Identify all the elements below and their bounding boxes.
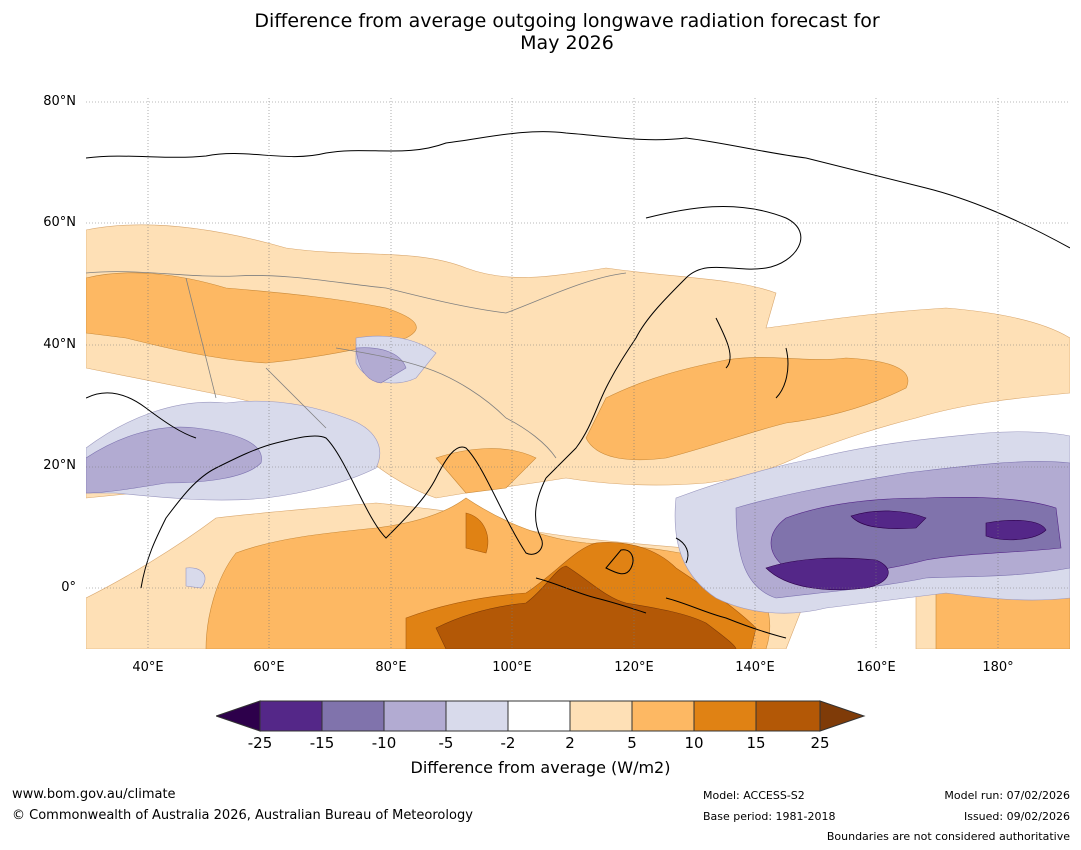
lat-label-40n: 40°N (43, 337, 76, 352)
anomaly-15-25 (435, 565, 737, 649)
lon-label-40e: 40°E (132, 660, 164, 675)
lon-label-120e: 120°E (614, 660, 654, 675)
coastlines (86, 131, 1070, 639)
colorbar-bin-1 (259, 700, 323, 732)
lat-label-0: 0° (61, 580, 76, 595)
graticule (86, 98, 1070, 649)
colorbar-tick-minus2: -2 (500, 734, 516, 752)
lon-label-160e: 160°E (856, 660, 896, 675)
colorbar-tick-minus10: -10 (371, 734, 397, 752)
map-panel[interactable] (86, 98, 1070, 649)
lon-label-180: 180° (982, 660, 1014, 675)
colorbar-label: Difference from average (W/m2) (410, 758, 671, 777)
title-line-1: Difference from average outgoing longwav… (254, 10, 880, 32)
title-line-2: May 2026 (520, 32, 614, 54)
colorbar-tick-5: 5 (627, 734, 637, 752)
issued-date: Issued: 09/02/2026 (963, 810, 1070, 823)
model-run-date: Model run: 07/02/2026 (944, 789, 1070, 802)
anomaly-map (86, 98, 1070, 649)
colorbar-tick-minus5: -5 (438, 734, 454, 752)
base-period: Base period: 1981-2018 (703, 810, 836, 823)
lon-label-60e: 60°E (253, 660, 285, 675)
lon-label-80e: 80°E (375, 660, 407, 675)
colorbar-tick-15: 15 (746, 734, 766, 752)
boundaries-disclaimer: Boundaries are not considered authoritat… (826, 830, 1070, 843)
lat-label-20n: 20°N (43, 458, 76, 473)
website-link[interactable]: www.bom.gov.au/climate (12, 787, 176, 802)
colorbar-bin-3 (383, 700, 447, 732)
colorbar-tick-10: 10 (684, 734, 704, 752)
anomaly-minus25-minus15 (765, 510, 1047, 591)
lon-label-140e: 140°E (735, 660, 775, 675)
lat-label-60n: 60°N (43, 215, 76, 230)
chart-title: Difference from average outgoing longwav… (0, 10, 1081, 54)
colorbar-bin-4 (445, 700, 509, 732)
colorbar-bin-2 (321, 700, 385, 732)
colorbar-tick-minus25: -25 (247, 734, 273, 752)
colorbar-extend-max (819, 700, 866, 732)
colorbar-tick-25: 25 (810, 734, 830, 752)
lat-label-80n: 80°N (43, 94, 76, 109)
lon-label-100e: 100°E (492, 660, 532, 675)
model-name: Model: ACCESS-S2 (703, 789, 805, 802)
colorbar-bin-5 (507, 700, 571, 732)
colorbar (216, 700, 866, 732)
colorbar-bin-7 (631, 700, 695, 732)
colorbar-bin-9 (755, 700, 821, 732)
colorbar-tick-minus15: -15 (309, 734, 335, 752)
country-boundaries (86, 271, 627, 459)
colorbar-extend-min (216, 700, 261, 732)
colorbar-bin-6 (569, 700, 633, 732)
copyright-text: © Commonwealth of Australia 2026, Austra… (12, 808, 473, 823)
colorbar-tick-2: 2 (565, 734, 575, 752)
colorbar-bin-8 (693, 700, 757, 732)
